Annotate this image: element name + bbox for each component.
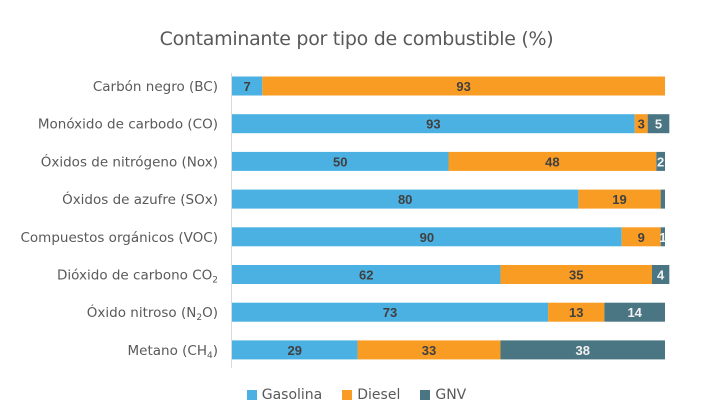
data-label: 14 — [627, 305, 642, 320]
stacked-bar-chart: Carbón negro (BC) Monóxido de carbodo (CO… — [21, 73, 670, 368]
data-label: 5 — [655, 117, 662, 132]
data-label: 93 — [426, 117, 440, 132]
bar-diesel — [448, 151, 657, 171]
category-label: Metano (CH4) — [128, 343, 219, 361]
bar-diesel — [621, 227, 661, 247]
data-label: 33 — [422, 343, 436, 358]
bar-diesel — [634, 114, 648, 134]
category-label: Dióxido de carbono CO2 — [57, 268, 218, 286]
bar-gnv — [660, 227, 665, 247]
bar-gasolina — [232, 302, 549, 322]
legend: Gasolina Diesel GNV — [0, 387, 713, 403]
legend-item-gnv: GNV — [420, 387, 466, 403]
category-labels: Carbón negro (BC) Monóxido de carbodo (CO… — [21, 79, 219, 361]
bar-gnv — [660, 189, 665, 209]
data-label: 3 — [638, 117, 645, 132]
data-label: 50 — [333, 154, 347, 169]
category-label: Óxidos de nitrógeno (Nox) — [41, 152, 218, 170]
legend-swatch-diesel — [342, 390, 353, 400]
data-label: 2 — [657, 154, 664, 169]
bar-gnv — [656, 151, 665, 171]
data-label: 38 — [575, 343, 589, 358]
data-label: 93 — [456, 79, 470, 94]
category-label: Óxido nitroso (N2O) — [87, 303, 218, 323]
bar-gasolina — [232, 340, 358, 360]
category-label: Compuestos orgánicos (VOC) — [21, 230, 219, 246]
data-label: 35 — [569, 268, 583, 283]
data-label: 73 — [383, 305, 397, 320]
bar-diesel — [548, 302, 605, 322]
data-label: 4 — [657, 268, 665, 283]
legend-label-gasolina: Gasolina — [261, 387, 323, 403]
data-label: 29 — [288, 343, 302, 358]
bar-diesel — [500, 265, 653, 284]
bar-gasolina — [232, 151, 449, 171]
category-label: Monóxido de carbodo (CO) — [38, 117, 218, 133]
bar-gasolina — [232, 114, 635, 134]
data-label: 13 — [569, 305, 583, 320]
bar-gnv — [604, 302, 665, 322]
legend-item-diesel: Diesel — [342, 387, 400, 403]
category-label: Carbón negro (BC) — [93, 79, 218, 95]
bar-diesel — [357, 340, 501, 360]
data-label: 80 — [398, 192, 412, 207]
bar-gnv — [647, 114, 670, 134]
bars — [232, 76, 670, 360]
data-label: 90 — [420, 230, 434, 245]
bar-gasolina — [232, 227, 622, 247]
bar-gasolina — [232, 265, 501, 284]
category-label: Óxidos de azufre (SOx) — [62, 190, 218, 208]
data-label: 62 — [359, 268, 373, 283]
bar-gasolina — [232, 189, 579, 209]
legend-swatch-gasolina — [246, 390, 257, 400]
bar-diesel — [262, 76, 665, 96]
data-label: 7 — [244, 79, 251, 94]
data-label: 1 — [659, 230, 666, 245]
bar-gasolina — [232, 76, 263, 96]
chart-title: Contaminante por tipo de combustible (%) — [159, 28, 554, 50]
legend-swatch-gnv — [420, 390, 431, 400]
data-label: 48 — [545, 154, 559, 169]
legend-label-diesel: Diesel — [357, 387, 401, 403]
legend-item-gasolina: Gasolina — [246, 387, 323, 403]
bar-gnv — [652, 265, 670, 284]
data-labels: 7 93 93 3 5 50 48 2 80 19 90 9 1 62 35 4 73 13 14 29 33 38 — [244, 79, 667, 358]
bar-gnv — [500, 340, 665, 360]
bar-diesel — [578, 189, 661, 209]
data-label: 19 — [612, 192, 626, 207]
data-label: 9 — [638, 230, 645, 245]
legend-label-gnv: GNV — [435, 387, 467, 403]
